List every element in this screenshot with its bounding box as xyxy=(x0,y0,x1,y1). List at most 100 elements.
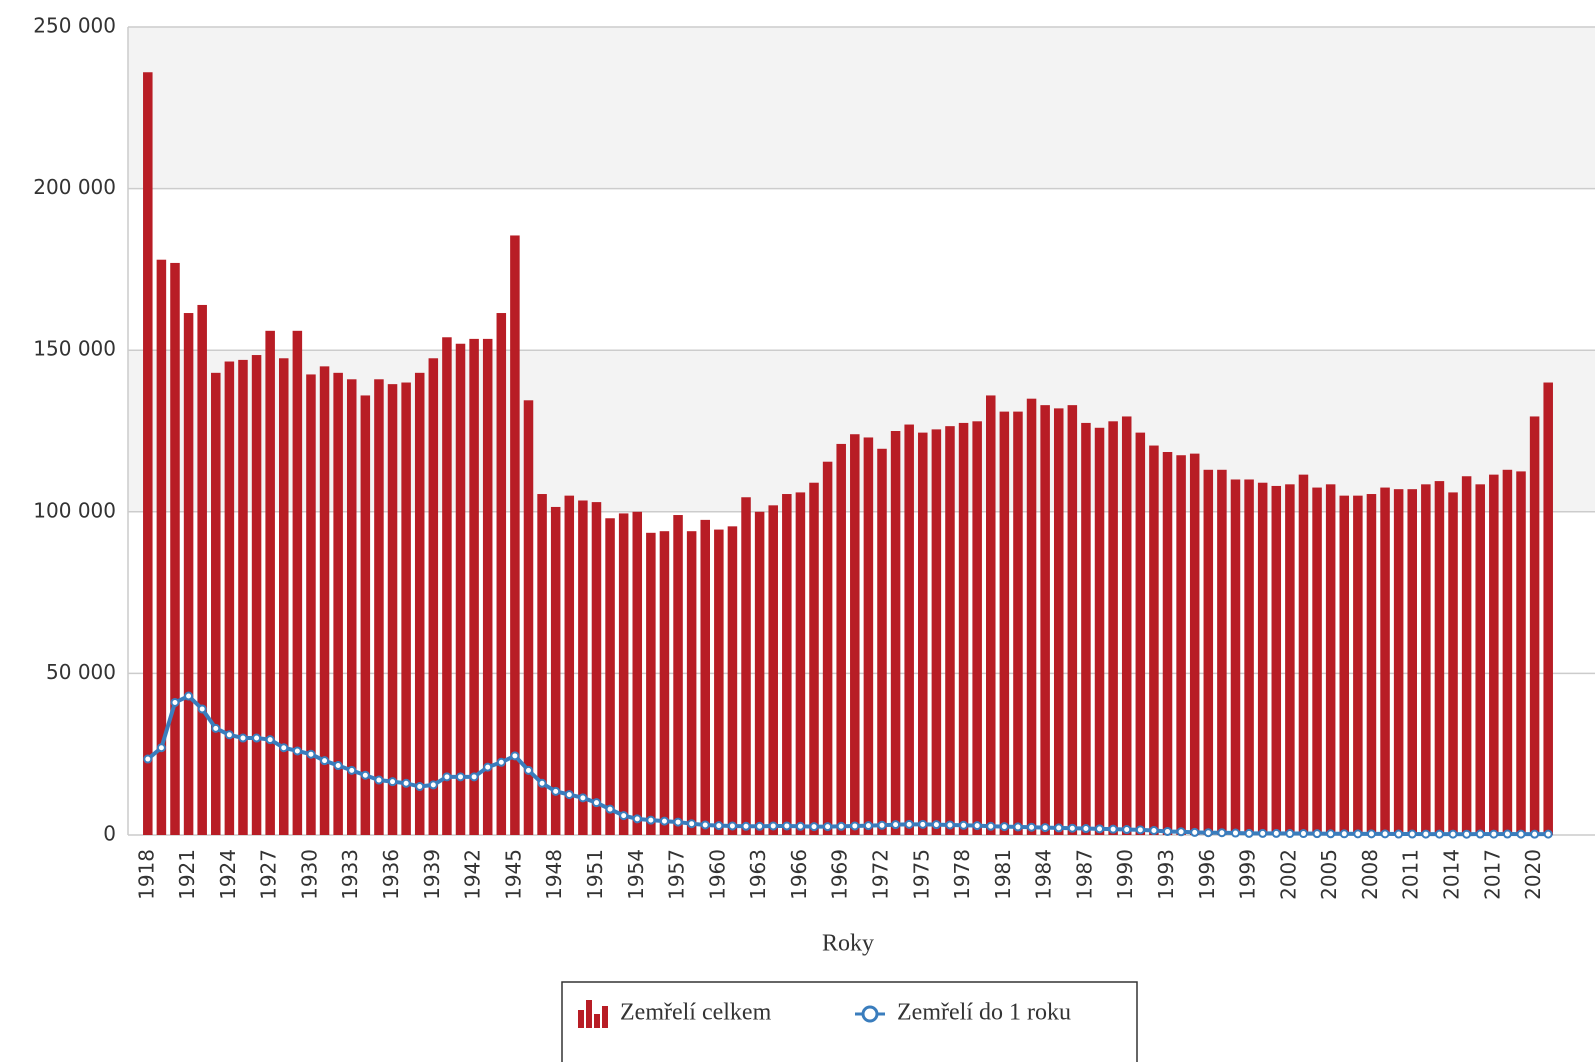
line-marker xyxy=(1067,823,1077,833)
line-marker xyxy=(687,819,697,829)
bar xyxy=(822,461,833,835)
bar xyxy=(550,506,561,835)
line-marker xyxy=(972,821,982,831)
line-marker xyxy=(252,733,262,743)
bar xyxy=(1230,479,1241,835)
legend-icon xyxy=(594,1014,600,1028)
legend-icon xyxy=(578,1010,584,1028)
line-marker xyxy=(156,743,166,753)
legend-icon xyxy=(586,1000,592,1028)
x-tick-label: 1924 xyxy=(216,849,240,900)
x-tick-label: 1972 xyxy=(868,849,892,900)
bar xyxy=(768,505,778,835)
x-tick-label: 2011 xyxy=(1399,849,1423,900)
line-marker xyxy=(1353,829,1363,839)
line-marker xyxy=(1475,829,1485,839)
x-tick-label: 1981 xyxy=(991,849,1015,900)
line-marker xyxy=(714,821,724,831)
line-marker xyxy=(143,754,153,764)
bar xyxy=(1285,484,1295,835)
line-marker xyxy=(1462,829,1472,839)
bar xyxy=(1393,489,1404,835)
line-marker xyxy=(1285,829,1295,839)
line-marker xyxy=(945,820,955,830)
line-marker xyxy=(428,780,438,790)
line-marker xyxy=(823,822,833,832)
bar xyxy=(387,384,398,835)
line-marker xyxy=(1366,829,1376,839)
line-marker xyxy=(1027,822,1037,832)
x-tick-label: 1960 xyxy=(705,849,729,900)
line-marker xyxy=(782,821,792,831)
bar xyxy=(170,262,180,835)
bar xyxy=(605,518,615,835)
line-marker xyxy=(768,821,778,831)
x-tick-label: 1996 xyxy=(1195,849,1219,900)
bar xyxy=(1366,494,1377,835)
bar xyxy=(360,395,371,835)
line-marker xyxy=(211,723,221,733)
line-marker xyxy=(1448,829,1458,839)
line-marker xyxy=(551,786,561,796)
line-marker xyxy=(918,819,928,829)
bar xyxy=(1257,482,1268,835)
x-tick-label: 1963 xyxy=(746,849,770,900)
bar xyxy=(1339,495,1350,835)
line-marker xyxy=(632,814,642,824)
x-tick-label: 1978 xyxy=(950,849,974,900)
bar xyxy=(700,519,710,835)
line-marker xyxy=(741,821,751,831)
x-tick-label: 1999 xyxy=(1236,849,1260,900)
bar xyxy=(809,482,819,835)
bar xyxy=(727,526,738,835)
bar xyxy=(741,497,751,835)
bar xyxy=(319,366,330,835)
bar xyxy=(1407,489,1417,835)
x-tick-label: 1951 xyxy=(583,849,607,900)
grid-band xyxy=(128,350,1595,512)
bar xyxy=(591,502,602,835)
line-marker xyxy=(877,820,887,830)
line-marker xyxy=(1421,829,1431,839)
line-marker xyxy=(197,704,207,714)
bar xyxy=(931,429,942,835)
line-marker xyxy=(1190,827,1200,837)
bar xyxy=(224,361,235,835)
line-marker xyxy=(415,782,425,792)
bar xyxy=(1217,469,1227,835)
x-tick-label: 1975 xyxy=(909,849,933,900)
bar xyxy=(1421,484,1431,835)
bar xyxy=(1135,432,1146,835)
line-marker xyxy=(809,822,819,832)
line-marker xyxy=(863,821,873,831)
x-tick-label: 1987 xyxy=(1072,849,1096,900)
line-marker xyxy=(360,770,370,780)
x-tick-label: 2002 xyxy=(1276,849,1300,900)
bar xyxy=(945,426,955,835)
x-tick-label: 1942 xyxy=(461,849,485,900)
bar xyxy=(1529,416,1540,835)
line-marker xyxy=(1149,825,1159,835)
line-marker xyxy=(537,778,547,788)
line-marker xyxy=(891,820,901,830)
line-marker xyxy=(619,811,629,821)
x-tick-label: 2017 xyxy=(1480,849,1504,900)
bar xyxy=(428,358,439,835)
bar xyxy=(496,313,507,836)
bar xyxy=(1053,408,1064,835)
line-marker xyxy=(1298,829,1308,839)
bar xyxy=(632,511,643,835)
bar xyxy=(374,379,384,835)
line-marker xyxy=(1271,828,1281,838)
bar xyxy=(986,395,996,835)
line-marker xyxy=(646,815,656,825)
bar xyxy=(890,431,901,835)
bar xyxy=(292,330,303,835)
x-tick-label: 1933 xyxy=(338,849,362,900)
legend-label: Zemřelí celkem xyxy=(620,1000,772,1026)
bar xyxy=(510,235,520,836)
bar xyxy=(1026,398,1037,835)
line-marker xyxy=(238,733,248,743)
line-marker xyxy=(170,697,180,707)
